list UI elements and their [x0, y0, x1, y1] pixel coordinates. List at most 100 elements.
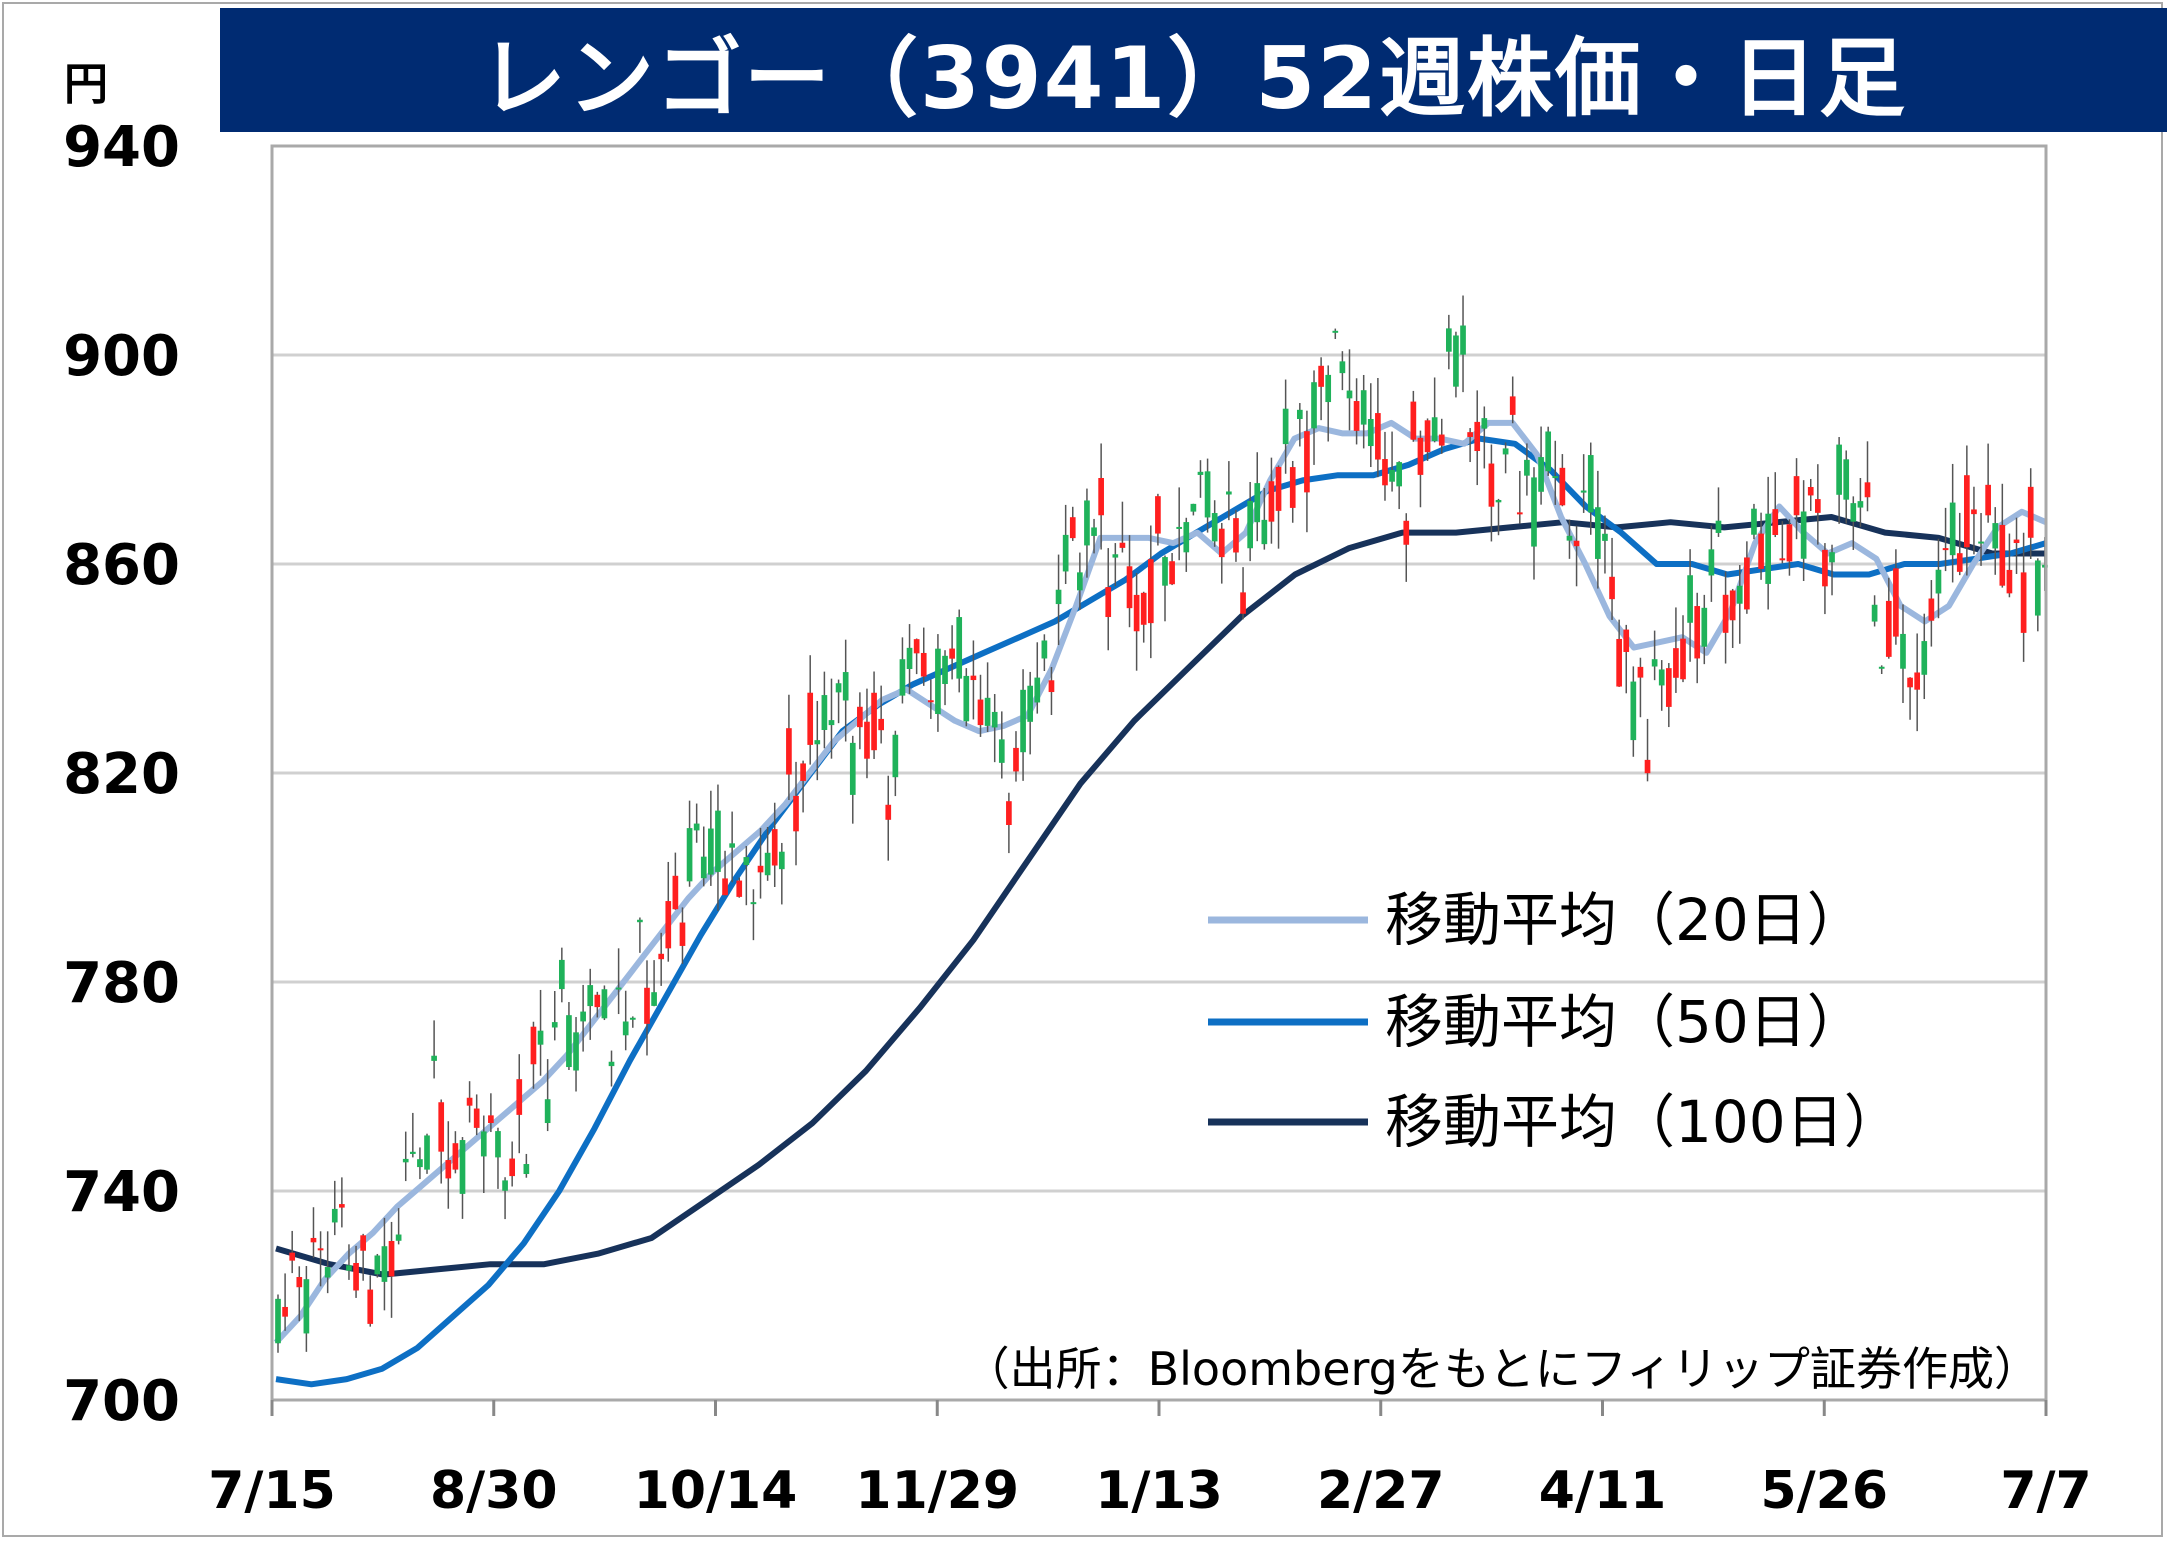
candle-body	[1552, 476, 1559, 479]
candle-body	[1438, 434, 1445, 446]
candle-body	[317, 1248, 324, 1251]
x-tick-label: 4/11	[1539, 1461, 1667, 1521]
candle-body	[629, 1017, 636, 1020]
candle-body	[1971, 509, 1977, 515]
candle-body	[1694, 606, 1701, 659]
candle-body	[956, 617, 963, 679]
candle-body	[857, 706, 863, 728]
x-tick-label: 11/29	[855, 1461, 1019, 1521]
candle-body	[296, 1277, 303, 1288]
candle-body	[480, 1131, 487, 1157]
candle-body	[459, 1140, 466, 1194]
candle-body	[658, 953, 665, 960]
candle-body	[1871, 604, 1878, 622]
candle-body	[1708, 549, 1715, 576]
candle-body	[417, 1159, 423, 1168]
candle-body	[963, 675, 970, 722]
legend-label: 移動平均（50日）	[1385, 988, 1865, 1056]
candle-body	[1325, 374, 1332, 403]
candle-body	[793, 795, 799, 832]
candle-body	[1822, 549, 1828, 587]
candle-body	[736, 880, 743, 897]
candle-body	[1410, 401, 1417, 440]
candle-body	[1183, 522, 1190, 553]
candle-body	[445, 1160, 452, 1179]
candle-body	[282, 1306, 288, 1317]
candle-body	[942, 655, 948, 685]
candle-body	[750, 902, 757, 905]
y-tick-label: 820	[63, 742, 180, 807]
candle-body	[814, 740, 821, 745]
candle-body	[1715, 520, 1722, 533]
candle-body	[1623, 629, 1630, 652]
candle-body	[1311, 382, 1317, 429]
candle-body	[1431, 417, 1438, 442]
candle-body	[1779, 558, 1786, 561]
candle-body	[1942, 548, 1949, 551]
candle-body	[665, 901, 672, 949]
candle-body	[402, 1158, 409, 1163]
x-tick-label: 1/13	[1095, 1461, 1223, 1521]
candle-body	[310, 1237, 317, 1243]
candle-body	[1218, 528, 1225, 558]
y-tick-label: 900	[63, 324, 180, 389]
candle-body	[1964, 475, 1970, 548]
candle-body	[1162, 557, 1168, 586]
candle-body	[289, 1252, 296, 1261]
candle-body	[1978, 541, 1984, 544]
candle-body	[1644, 759, 1651, 774]
y-axis-unit: 円	[64, 59, 108, 110]
candle-body	[488, 1115, 494, 1124]
candle-body	[842, 672, 849, 701]
candle-body	[1495, 499, 1502, 503]
axes: 940 900 860 820 780 740 700 7/15 8/30 10/14 11/29 1…	[63, 115, 2092, 1521]
candle-body	[1034, 677, 1041, 703]
candle-body	[381, 1246, 388, 1282]
candle-body	[1992, 523, 1999, 549]
y-tick-label: 860	[63, 533, 180, 598]
candle-body	[1318, 365, 1324, 387]
candle-body	[1268, 481, 1275, 522]
candle-body	[1013, 747, 1019, 772]
candle-body	[1772, 509, 1779, 535]
candle-body	[1538, 457, 1544, 492]
candle-body	[516, 1079, 523, 1115]
candle-body	[1829, 552, 1835, 563]
candle-body	[1857, 501, 1864, 508]
candle-body	[587, 985, 594, 1007]
candle-body	[1573, 540, 1580, 547]
candle-body	[1417, 437, 1424, 475]
candle-body	[1701, 607, 1708, 647]
candle-body	[615, 987, 622, 990]
candle-body	[1843, 459, 1850, 500]
candle-body	[757, 865, 764, 873]
candle-body	[1289, 467, 1296, 508]
candle-body	[1133, 594, 1140, 632]
candle-body	[1226, 491, 1232, 495]
ma20-line	[273, 419, 2048, 1345]
legend-label: 移動平均（20日）	[1385, 886, 1865, 954]
candle-body	[906, 647, 913, 670]
candle-body	[1559, 467, 1566, 506]
candle-body	[1878, 666, 1885, 669]
candle-body	[601, 989, 608, 1019]
candle-body	[807, 692, 814, 745]
candle-body	[871, 692, 877, 751]
candle-body	[1680, 638, 1686, 680]
candle-body	[1048, 680, 1055, 693]
candle-body	[1453, 335, 1459, 387]
candle-body	[1375, 413, 1381, 460]
legend: 移動平均（20日） 移動平均（50日） 移動平均（100日）	[1208, 886, 1902, 1156]
candle-body	[566, 1015, 572, 1068]
candle-body	[608, 1061, 615, 1067]
candle-body	[1687, 575, 1693, 623]
candle-body	[1566, 535, 1573, 541]
candle-body	[1665, 668, 1672, 707]
x-tick-label: 7/7	[2000, 1461, 2091, 1521]
candle-body	[1176, 526, 1183, 529]
candle-body	[878, 718, 884, 731]
candle-body	[339, 1204, 345, 1208]
candle-body	[1531, 477, 1537, 547]
